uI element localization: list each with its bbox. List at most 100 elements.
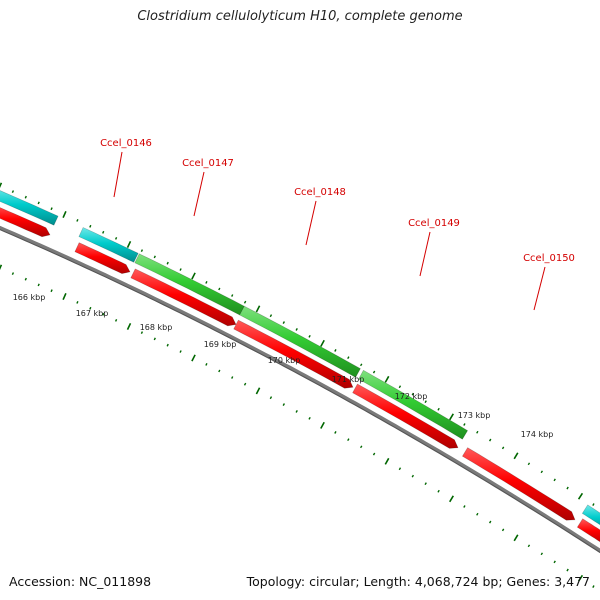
scale-minor-tick <box>282 403 286 406</box>
scale-minor-tick <box>592 503 595 506</box>
scale-major-tick <box>513 534 519 542</box>
scale-major-tick <box>126 322 132 330</box>
scale-minor-tick <box>24 277 27 281</box>
rna-block <box>581 504 600 526</box>
scale-minor-tick <box>269 314 273 318</box>
scale-minor-tick <box>89 224 92 228</box>
scale-minor-tick <box>424 482 427 486</box>
scale-minor-tick <box>114 318 118 322</box>
scale-minor-tick <box>140 331 144 335</box>
scale-minor-tick <box>282 321 286 324</box>
scale-minor-tick <box>540 552 544 556</box>
scale-minor-tick <box>476 512 479 516</box>
scale-minor-tick <box>347 356 350 360</box>
scale-minor-tick <box>566 568 569 572</box>
scale-minor-tick <box>205 363 208 366</box>
cds-arrow <box>74 242 131 274</box>
map-title: Clostridium cellulolyticum H10, complete… <box>137 9 463 24</box>
scale-minor-tick <box>372 370 376 374</box>
scale-tick-label: 168 kbp <box>140 323 173 332</box>
scale-minor-tick <box>566 486 569 490</box>
scale-minor-tick <box>553 560 556 564</box>
gene-label-leader <box>193 171 205 217</box>
scale-minor-tick <box>269 396 273 400</box>
scale-minor-tick <box>295 410 298 413</box>
scale-minor-tick <box>243 300 247 304</box>
scale-minor-tick <box>166 261 169 265</box>
scale-major-tick <box>126 240 132 248</box>
scale-minor-tick <box>179 268 182 271</box>
scale-tick-label: 170 kbp <box>268 356 301 365</box>
scale-major-tick <box>255 305 261 313</box>
scale-minor-tick <box>114 236 118 240</box>
scale-minor-tick <box>179 350 182 353</box>
gene-label-leader <box>113 151 123 198</box>
scale-tick-label: 166 kbp <box>13 293 46 302</box>
scale-major-tick <box>513 452 519 460</box>
genome-summary: Topology: circular; Length: 4,068,724 bp… <box>246 574 590 589</box>
scale-major-tick <box>320 339 325 347</box>
scale-major-tick <box>577 492 584 500</box>
scale-major-tick <box>255 387 261 395</box>
scale-major-tick <box>384 457 390 465</box>
scale-minor-tick <box>463 505 466 508</box>
scale-major-tick <box>191 272 196 280</box>
gene-label: Ccel_0147 <box>182 158 234 169</box>
scale-minor-tick <box>231 294 234 297</box>
gene-block <box>239 305 361 378</box>
scale-minor-tick <box>76 301 79 304</box>
rna-block <box>0 190 59 226</box>
scale-minor-tick <box>334 349 337 352</box>
gene-label-leader <box>533 266 546 311</box>
scale-minor-tick <box>501 446 505 450</box>
scale-minor-tick <box>437 489 440 493</box>
scale-tick-label: 167 kbp <box>76 309 109 318</box>
scale-major-tick <box>384 375 390 383</box>
cds-arrow <box>233 319 354 389</box>
scale-minor-tick <box>295 328 298 331</box>
scale-minor-tick <box>359 445 363 449</box>
scale-minor-tick <box>308 334 311 338</box>
scale-minor-tick <box>153 337 156 341</box>
cds-arrow <box>461 447 576 521</box>
gene-block <box>358 369 469 440</box>
scale-minor-tick <box>166 343 169 347</box>
scale-minor-tick <box>411 474 415 478</box>
scale-tick-label: 174 kbp <box>521 430 554 439</box>
scale-minor-tick <box>50 207 53 211</box>
scale-minor-tick <box>527 544 531 548</box>
scale-minor-tick <box>308 416 311 420</box>
scale-major-tick <box>62 292 67 301</box>
scale-tick-label: 173 kbp <box>458 411 491 420</box>
scale-major-tick <box>0 264 3 270</box>
cds-arrow <box>352 383 459 449</box>
scale-minor-tick <box>488 520 492 524</box>
scale-minor-tick <box>140 249 144 253</box>
scale-minor-tick <box>540 470 544 474</box>
scale-minor-tick <box>50 289 53 293</box>
scale-minor-tick <box>372 452 376 456</box>
genome-backbone <box>0 225 600 554</box>
scale-tick-label: 169 kbp <box>204 340 237 349</box>
scale-major-tick <box>191 354 196 362</box>
scale-minor-tick <box>437 407 440 411</box>
scale-minor-tick <box>11 272 15 275</box>
scale-minor-tick <box>488 438 492 442</box>
rna-block <box>78 227 139 263</box>
scale-minor-tick <box>218 369 221 373</box>
gene-label-leader <box>419 231 431 277</box>
scale-minor-tick <box>398 467 402 471</box>
scale-minor-tick <box>102 312 105 316</box>
scale-minor-tick <box>37 283 40 287</box>
gene-label: Ccel_0149 <box>408 218 460 229</box>
cds-arrow <box>130 268 237 327</box>
scale-minor-tick <box>243 382 247 386</box>
scale-minor-tick <box>205 281 208 284</box>
gene-label-leader <box>305 200 317 246</box>
scale-major-tick <box>449 495 454 503</box>
scale-minor-tick <box>411 392 415 396</box>
scale-minor-tick <box>527 462 531 466</box>
scale-minor-tick <box>24 195 27 199</box>
gene-label: Ccel_0150 <box>523 253 575 264</box>
scale-minor-tick <box>76 219 79 222</box>
